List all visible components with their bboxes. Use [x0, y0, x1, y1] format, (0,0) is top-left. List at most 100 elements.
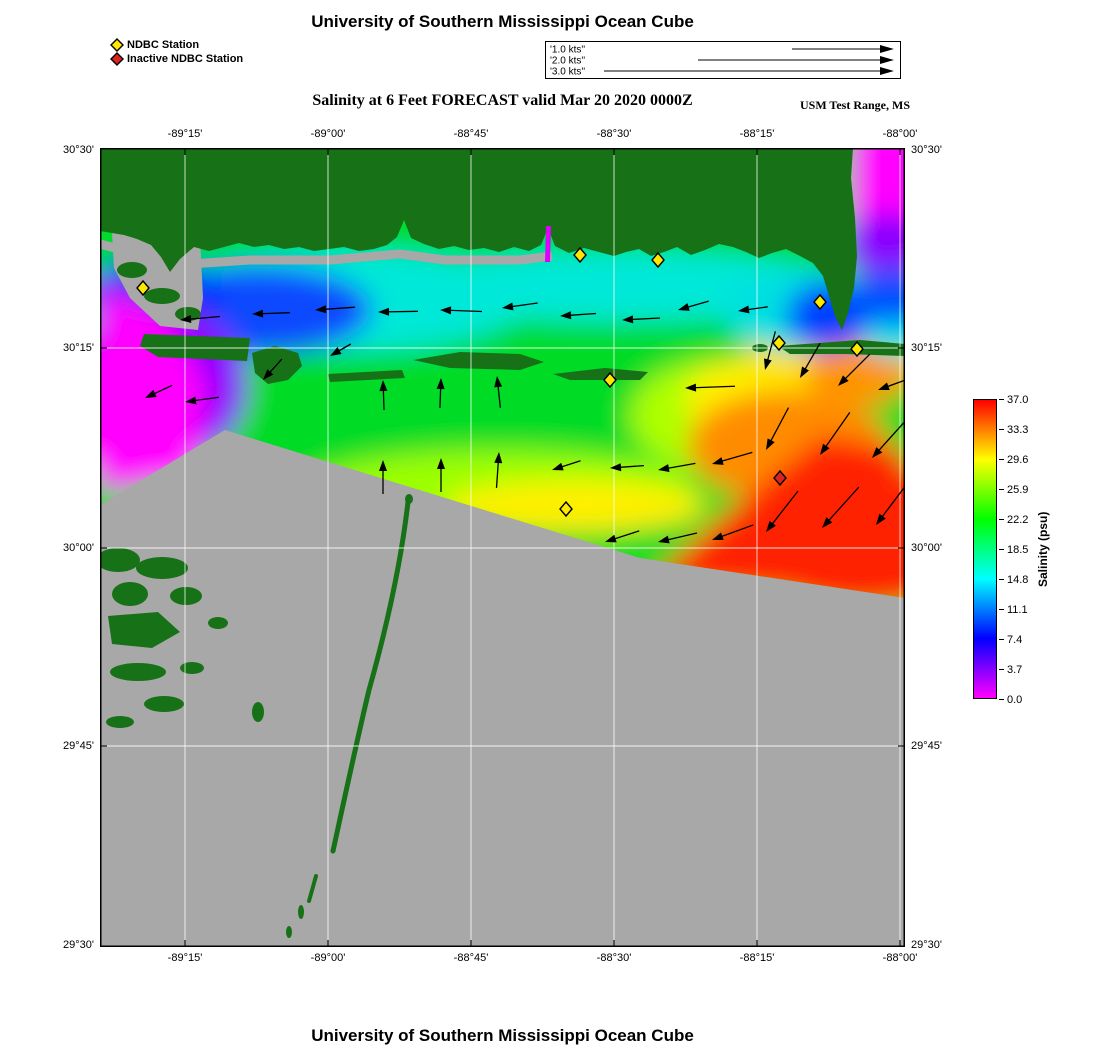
current-vector-stem [745, 306, 768, 311]
salinity-patch [843, 213, 905, 279]
chandeleur-islands [298, 905, 304, 919]
current-vector-stem [192, 396, 219, 402]
lon-tick-label-top: -89°15' [167, 128, 203, 140]
colorbar-tick-label: 3.7 [1007, 664, 1023, 676]
colorbar-tick-label: 33.3 [1007, 424, 1029, 436]
chandeleur-islands [405, 494, 413, 504]
current-vector-head [622, 315, 634, 324]
velocity-scale-legend: '1.0 kts'' '2.0 kts'' '3.0 kts'' [545, 41, 901, 79]
current-vector-head [658, 464, 670, 473]
current-vector-head [658, 535, 670, 544]
range-label: USM Test Range, MS [799, 98, 910, 112]
colorbar-tick [999, 698, 1004, 700]
colorbar [973, 399, 997, 699]
lon-tick-label-top: -88°30' [596, 128, 632, 140]
lat-tick-label-left: 29°30' [63, 939, 94, 951]
ndbc-station-icon [110, 38, 124, 52]
marsh-island [108, 612, 180, 648]
colorbar-tick [999, 578, 1004, 580]
ndbc-station-marker [603, 371, 617, 389]
marsh-island [208, 617, 228, 629]
current-vector-stem [382, 387, 385, 411]
ndbc-station-marker [813, 293, 827, 311]
river-inlet [545, 226, 551, 262]
current-vector-head [712, 457, 724, 465]
current-vector-stem [187, 315, 220, 320]
scale-row-arrowhead-icon [880, 45, 894, 53]
current-vector-head [440, 306, 452, 315]
current-vector-head [878, 382, 890, 390]
ship-island [328, 370, 405, 382]
current-vector-head [185, 396, 197, 405]
current-vector-stem [766, 331, 776, 363]
colorbar-tick [999, 428, 1004, 430]
current-vector-stem [629, 317, 660, 321]
lat-tick-label-right: 30°15' [911, 342, 942, 354]
current-vector-head [180, 315, 192, 324]
horn-island [413, 352, 544, 370]
current-vector-stem [151, 384, 173, 396]
current-vector-stem [665, 462, 696, 470]
current-vector-head [552, 462, 564, 471]
current-vector-head [145, 389, 157, 398]
marsh-island [170, 587, 202, 605]
lon-tick-label-top: -88°45' [453, 128, 489, 140]
ndbc-station-marker [136, 279, 150, 297]
velocity-scale-canvas: '1.0 kts'''2.0 kts'''3.0 kts'' [550, 45, 894, 78]
current-vector-head [822, 517, 833, 528]
colorbar-tick-label: 7.4 [1007, 634, 1023, 646]
current-vector-head [560, 311, 572, 320]
chandeleur-islands [330, 499, 411, 854]
salinity-patch [850, 268, 905, 324]
frame-ticks [100, 148, 905, 947]
current-vector-stem [885, 379, 905, 388]
current-vector-head [685, 383, 697, 392]
ndbc-station-marker [559, 500, 573, 518]
marsh-island [106, 716, 134, 728]
current-vector-head [678, 303, 690, 311]
marsh-island [110, 663, 166, 681]
lat-tick-label-left: 29°45' [63, 740, 94, 752]
scale-row-label: '3.0 kts'' [550, 67, 585, 78]
ndbc-legend-row-inactive: Inactive NDBC Station [110, 52, 243, 66]
current-vector-stem [843, 353, 871, 381]
inactive-ndbc-station-marker [773, 469, 787, 487]
current-vector-head [738, 305, 750, 314]
colorbar-title: Salinity (psu) [1036, 511, 1050, 587]
current-vector-head [763, 358, 772, 370]
colorbar-tick-label: 25.9 [1007, 484, 1029, 496]
colorbar-tick-label: 22.2 [1007, 514, 1029, 526]
ndbc-legend: NDBC Station Inactive NDBC Station [110, 38, 243, 66]
current-vector-stem [665, 532, 698, 541]
graticule [100, 148, 905, 947]
marsh-island [252, 702, 264, 722]
colorbar-tick-label: 29.6 [1007, 454, 1029, 466]
scale-row-label: '2.0 kts'' [550, 56, 585, 67]
scale-row-arrowhead-icon [880, 67, 894, 75]
ndbc-station-marker [573, 246, 587, 264]
colorbar-tick [999, 548, 1004, 550]
figure-title-top: University of Southern Mississippi Ocean… [311, 12, 694, 31]
scale-row-label: '1.0 kts'' [550, 45, 585, 56]
plot-subtitle: Salinity at 6 Feet FORECAST valid Mar 20… [312, 92, 693, 109]
current-vector-head [712, 532, 724, 540]
current-vector-head [263, 369, 274, 380]
marsh-island [100, 548, 140, 572]
ndbc-legend-label-active: NDBC Station [127, 39, 200, 51]
colorbar-tick-label: 37.0 [1007, 394, 1029, 406]
current-vector-head [494, 376, 503, 388]
current-vector-head [379, 460, 387, 471]
mainland [100, 148, 857, 330]
current-vector-stem [559, 460, 581, 469]
current-vector-stem [612, 530, 640, 541]
lon-tick-label-top: -88°15' [739, 128, 775, 140]
current-vector-head [315, 305, 327, 314]
current-vector-stem [495, 459, 500, 488]
current-vector-head [610, 463, 622, 472]
colorbar-tick [999, 668, 1004, 670]
current-vector-head [494, 452, 503, 464]
lat-tick-label-right: 30°00' [911, 542, 942, 554]
current-vector-head [876, 513, 886, 525]
salinity-patch-low [100, 334, 196, 478]
